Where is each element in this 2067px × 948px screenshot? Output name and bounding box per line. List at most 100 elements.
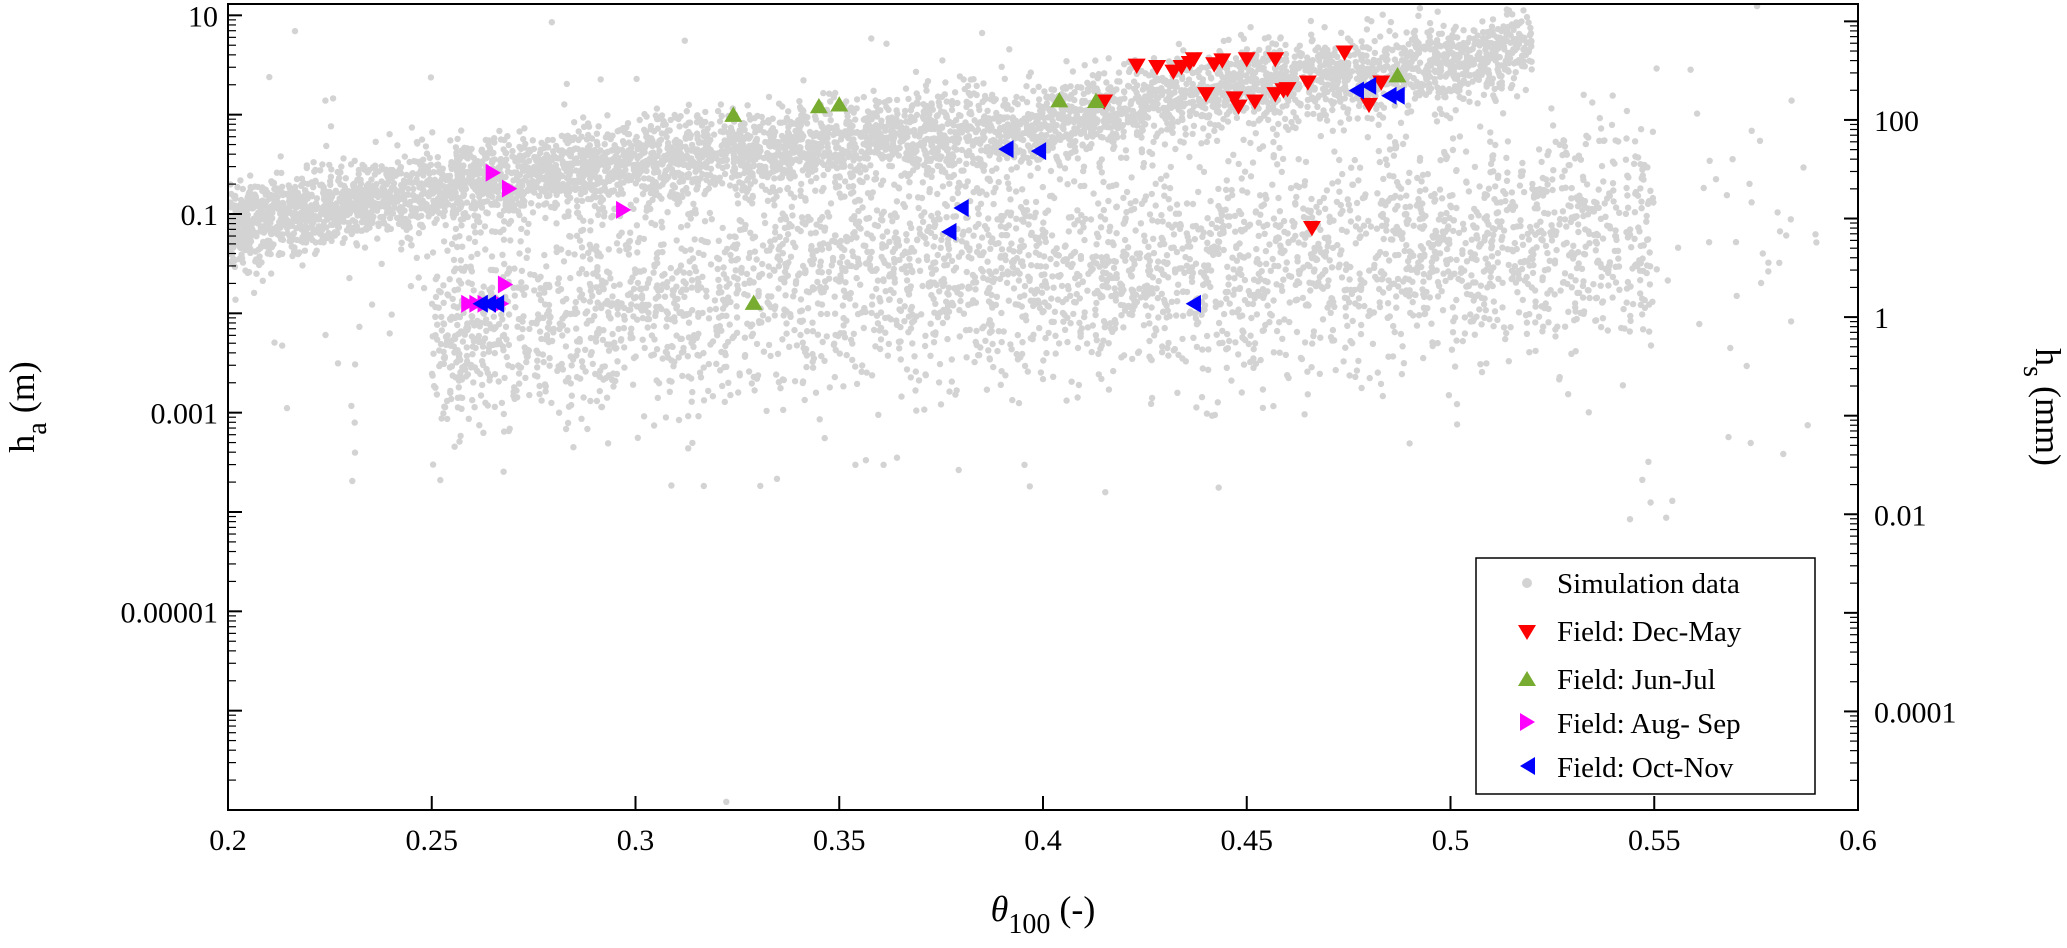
simulation-point [597, 147, 604, 154]
simulation-point [525, 165, 532, 173]
simulation-point [1355, 68, 1363, 75]
simulation-point [902, 85, 910, 92]
simulation-point [1141, 113, 1149, 121]
simulation-point [1095, 73, 1102, 81]
simulation-point [1363, 89, 1371, 96]
simulation-point [1256, 61, 1263, 68]
simulation-point [724, 145, 731, 152]
simulation-point [732, 131, 739, 138]
simulation-point [1365, 45, 1373, 52]
simulation-point [1000, 101, 1007, 109]
simulation-point [291, 183, 299, 191]
simulation-point [693, 130, 701, 137]
simulation-point [1205, 69, 1212, 77]
simulation-point [682, 135, 689, 142]
simulation-point [1282, 41, 1289, 49]
simulation-point [663, 174, 670, 181]
simulation-point [670, 182, 677, 189]
simulation-point [1452, 107, 1459, 114]
simulation-point [942, 79, 949, 86]
simulation-point [936, 129, 943, 137]
simulation-point [434, 154, 441, 161]
simulation-point [645, 175, 652, 182]
simulation-point [599, 221, 606, 228]
simulation-point [1195, 67, 1203, 75]
simulation-point [264, 219, 272, 226]
simulation-point [980, 80, 987, 87]
simulation-point [853, 167, 860, 174]
simulation-point [1119, 122, 1127, 129]
simulation-point [479, 149, 486, 156]
simulation-point [1427, 38, 1434, 45]
simulation-point [1314, 44, 1322, 51]
simulation-point [299, 262, 306, 269]
simulation-point [333, 211, 340, 218]
simulation-point [460, 192, 467, 199]
simulation-point [1514, 22, 1521, 29]
simulation-point [955, 111, 963, 119]
simulation-point [951, 134, 958, 142]
simulation-point [671, 173, 678, 181]
simulation-point [425, 193, 432, 200]
simulation-point [958, 146, 965, 154]
simulation-point [591, 202, 599, 210]
simulation-point [1190, 122, 1198, 129]
simulation-point [700, 128, 708, 135]
simulation-point [979, 130, 987, 137]
simulation-point [769, 141, 776, 149]
simulation-point [1431, 75, 1438, 83]
simulation-point [843, 98, 850, 105]
simulation-point [1023, 128, 1031, 136]
simulation-point [530, 145, 538, 153]
simulation-point [1267, 74, 1275, 81]
simulation-point [1063, 58, 1070, 65]
simulation-point [571, 180, 578, 187]
simulation-point [1523, 13, 1531, 21]
simulation-point [1245, 85, 1252, 93]
simulation-point [377, 192, 384, 199]
simulation-point [1280, 76, 1288, 84]
simulation-point [785, 123, 792, 131]
simulation-point [909, 141, 917, 148]
simulation-point [668, 188, 675, 196]
simulation-point [683, 184, 690, 192]
simulation-point [1072, 105, 1079, 113]
simulation-point [1263, 108, 1270, 116]
simulation-point [571, 159, 578, 166]
simulation-point [729, 140, 736, 147]
simulation-point [744, 132, 751, 139]
simulation-point [811, 140, 819, 147]
simulation-point [1505, 68, 1512, 75]
simulation-point [426, 154, 433, 162]
simulation-point [956, 73, 964, 80]
simulation-point [1070, 119, 1078, 126]
simulation-point [488, 150, 495, 157]
simulation-point [374, 235, 381, 242]
simulation-point [1515, 30, 1523, 38]
simulation-point [890, 119, 898, 126]
simulation-point [1512, 69, 1519, 76]
simulation-point [593, 138, 601, 146]
simulation-point [281, 190, 288, 198]
simulation-point [1225, 36, 1232, 43]
simulation-point [279, 199, 287, 207]
simulation-point [1008, 166, 1015, 173]
simulation-point [1172, 83, 1179, 90]
simulation-point [1035, 96, 1043, 103]
simulation-point [262, 191, 269, 198]
simulation-point [362, 200, 370, 207]
simulation-point [1115, 117, 1122, 124]
simulation-point [967, 92, 974, 99]
simulation-point [1363, 26, 1371, 33]
simulation-point [1206, 120, 1214, 127]
simulation-point [641, 126, 648, 133]
simulation-point [1379, 54, 1386, 61]
simulation-point [1232, 55, 1240, 62]
simulation-point [1526, 57, 1533, 64]
simulation-point [1019, 95, 1026, 102]
simulation-point [969, 142, 977, 149]
simulation-point [516, 128, 523, 135]
simulation-point [1323, 74, 1331, 81]
simulation-point [1027, 172, 1034, 179]
simulation-point [496, 127, 503, 135]
